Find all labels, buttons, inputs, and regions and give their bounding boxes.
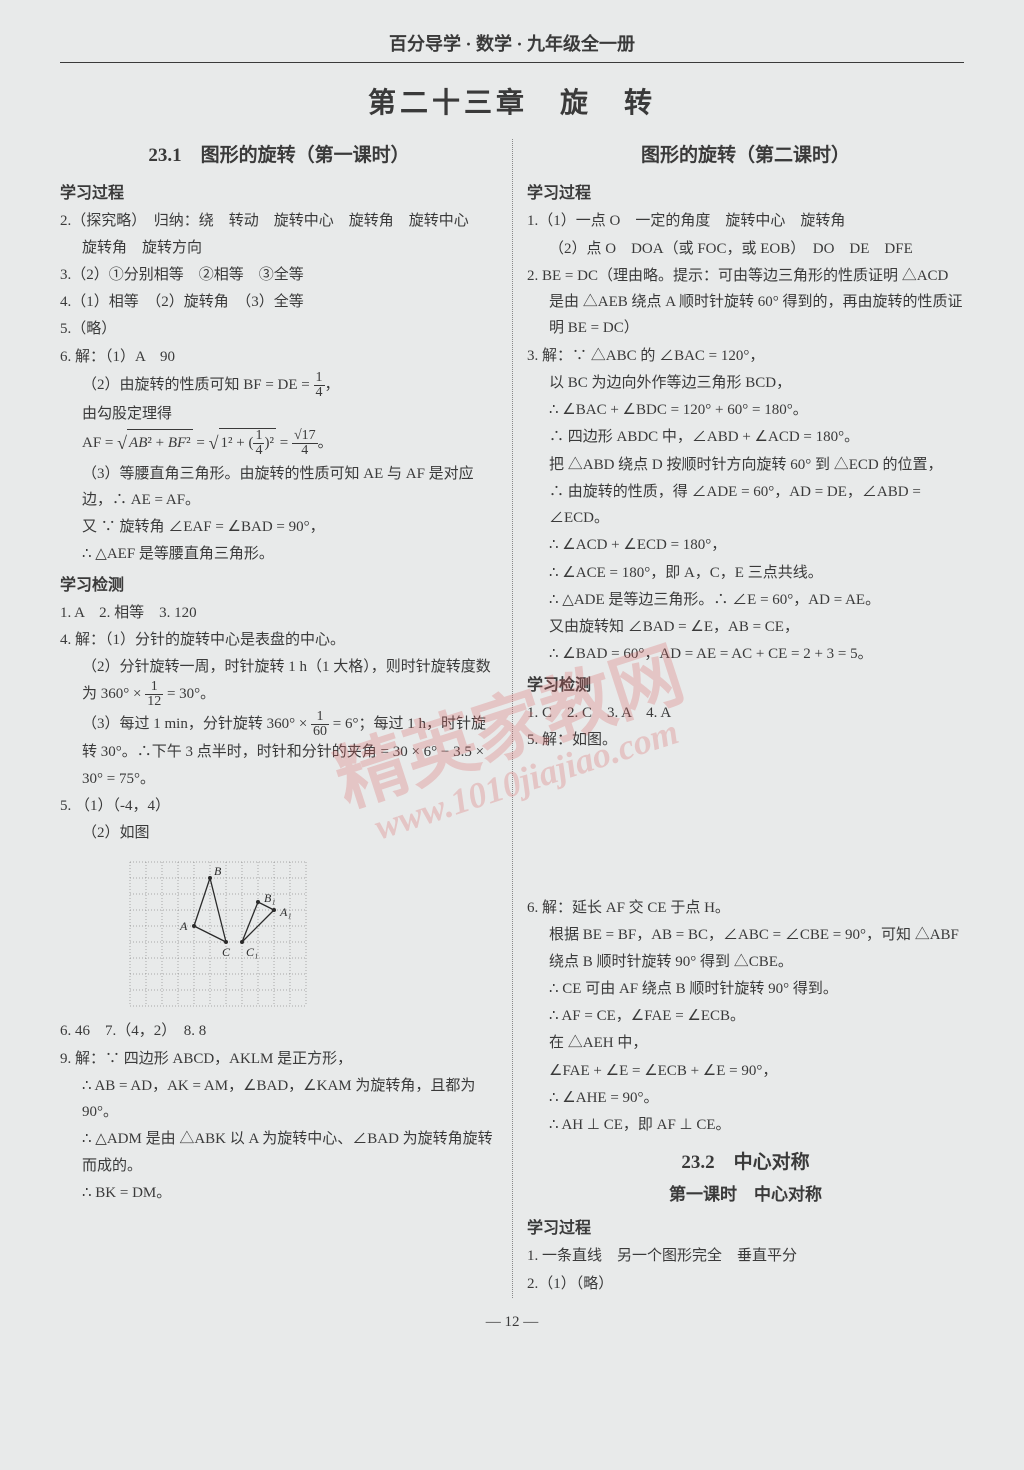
text-line: 1. A 2. 相等 3. 120: [60, 600, 498, 626]
subhead: 学习检测: [60, 572, 498, 600]
text-line: （3）等腰直角三角形。由旋转的性质可知 AE 与 AF 是对应边，∴ AE = …: [60, 461, 498, 514]
text-line: 4.（1）相等 （2）旋转角 （3）全等: [60, 289, 498, 315]
equation-line: AF = √AB² + BF² = √1² + (14)² = √174。: [60, 428, 498, 460]
text-line: （3）每过 1 min，分针旋转 360° × 160 = 6°；每过 1 h，…: [60, 710, 498, 792]
text-line: 4. 解：（1）分针的旋转中心是表盘的中心。: [60, 627, 498, 653]
text-line: ∴ ∠AHE = 90°。: [527, 1085, 964, 1111]
text-line: ∴ ∠ACE = 180°，即 A，C，E 三点共线。: [527, 560, 964, 586]
text-line: （2）分针旋转一周，时针旋转 1 h（1 大格），则时针旋转度数为 360° ×…: [60, 654, 498, 709]
text-line: 1.（1）一点 O 一定的角度 旋转中心 旋转角: [527, 208, 964, 234]
figure-grid-2: [587, 759, 777, 889]
text-line: 6. 46 7.（4，2） 8. 8: [60, 1018, 498, 1044]
text-line: 以 BC 为边向外作等边三角形 BCD，: [527, 370, 964, 396]
two-column-layout: 23.1 图形的旋转（第一课时） 学习过程 2.（探究略） 归纳：绕 转动 旋转…: [60, 139, 964, 1298]
text-line: 根据 BE = BF，AB = BC，∠ABC = ∠CBE = 90°，可知 …: [527, 922, 964, 975]
text-line: 2.（探究略） 归纳：绕 转动 旋转中心 旋转角 旋转中心 旋转角 旋转方向: [60, 208, 498, 261]
svg-text:C: C: [222, 945, 231, 959]
text-line: （2）由旋转的性质可知 BF = DE = 14，: [60, 371, 498, 400]
section-title-right: 图形的旋转（第二课时）: [527, 139, 964, 172]
text-line: ∴ AH ⊥ CE，即 AF ⊥ CE。: [527, 1112, 964, 1138]
page-header: 百分导学 · 数学 · 九年级全一册: [60, 30, 964, 63]
text-line: （2）如图: [60, 820, 498, 846]
text-line: ∴ AB = AD，AK = AM，∠BAD，∠KAM 为旋转角，且都为 90°…: [60, 1073, 498, 1126]
svg-text:B₁: B₁: [264, 891, 276, 905]
text-line: ∴ 由旋转的性质，得 ∠ADE = 60°，AD = DE，∠ABD = ∠EC…: [527, 479, 964, 532]
text-line: 把 △ABD 绕点 D 按顺时针方向旋转 60° 到 △ECD 的位置，: [527, 452, 964, 478]
subsection-subtitle: 第一课时 中心对称: [527, 1180, 964, 1210]
subhead: 学习检测: [527, 672, 964, 700]
svg-text:C₁: C₁: [246, 945, 258, 959]
text-line: ∴ ∠BAD = 60°，AD = AE = AC + CE = 2 + 3 =…: [527, 641, 964, 667]
text-line: 又由旋转知 ∠BAD = ∠E，AB = CE，: [527, 614, 964, 640]
text-line: 1. 一条直线 另一个图形完全 垂直平分: [527, 1243, 964, 1269]
subhead: 学习过程: [60, 180, 498, 208]
subsection-title: 23.2 中心对称: [527, 1146, 964, 1179]
text-line: 由勾股定理得: [60, 401, 498, 427]
left-column: 23.1 图形的旋转（第一课时） 学习过程 2.（探究略） 归纳：绕 转动 旋转…: [60, 139, 512, 1298]
text-line: （2）点 O DOA（或 FOC，或 EOB） DO DE DFE: [527, 236, 964, 262]
svg-text:A: A: [179, 919, 188, 933]
text-line: 在 △AEH 中，: [527, 1030, 964, 1056]
chapter-title: 第二十三章 旋 转: [60, 81, 964, 121]
text-line: 2.（1）（略）: [527, 1271, 964, 1297]
text-line: ∴ ∠BAC + ∠BDC = 120° + 60° = 180°。: [527, 397, 964, 423]
text-line: ∴ AF = CE，∠FAE = ∠ECB。: [527, 1003, 964, 1029]
text-line: ∴ CE 可由 AF 绕点 B 顺时针旋转 90° 得到。: [527, 976, 964, 1002]
page-number: — 12 —: [60, 1314, 964, 1331]
text-line: 5.（略）: [60, 316, 498, 342]
svg-text:B: B: [214, 864, 222, 878]
text-line: ∴ △ADM 是由 △ABK 以 A 为旋转中心、∠BAD 为旋转角旋转而成的。: [60, 1126, 498, 1179]
text-line: ∴ ∠ACD + ∠ECD = 180°，: [527, 532, 964, 558]
text-line: ∴ BK = DM。: [60, 1180, 498, 1206]
text-line: 3. 解：∵ △ABC 的 ∠BAC = 120°，: [527, 343, 964, 369]
subhead: 学习过程: [527, 1215, 964, 1243]
text-line: 1. C 2. C 3. A 4. A: [527, 700, 964, 726]
text-line: ∠FAE + ∠E = ∠ECB + ∠E = 90°，: [527, 1058, 964, 1084]
text-line: ∴ △AEF 是等腰直角三角形。: [60, 541, 498, 567]
section-title-left: 23.1 图形的旋转（第一课时）: [60, 139, 498, 172]
subhead: 学习过程: [527, 180, 964, 208]
svg-text:A₁: A₁: [279, 905, 292, 919]
text-line: 6. 解：延长 AF 交 CE 于点 H。: [527, 895, 964, 921]
text-line: 9. 解：∵ 四边形 ABCD，AKLM 是正方形，: [60, 1046, 498, 1072]
figure-grid-1: B A B₁A₁ C C₁: [120, 852, 320, 1012]
text-line: 2. BE = DC（理由略。提示：可由等边三角形的性质证明 △ACD 是由 △…: [527, 263, 964, 342]
text-line: ∴ 四边形 ABDC 中，∠ABD + ∠ACD = 180°。: [527, 424, 964, 450]
text-line: 又 ∵ 旋转角 ∠EAF = ∠BAD = 90°，: [60, 514, 498, 540]
text-line: ∴ △ADE 是等边三角形。∴ ∠E = 60°，AD = AE。: [527, 587, 964, 613]
right-column: 图形的旋转（第二课时） 学习过程 1.（1）一点 O 一定的角度 旋转中心 旋转…: [512, 139, 964, 1298]
text-line: 5. 解：如图。: [527, 727, 964, 753]
text-line: 6. 解：（1）A 90: [60, 344, 498, 370]
text-line: 5. （1）（-4，4）: [60, 793, 498, 819]
text-line: 3.（2）①分别相等 ②相等 ③全等: [60, 262, 498, 288]
